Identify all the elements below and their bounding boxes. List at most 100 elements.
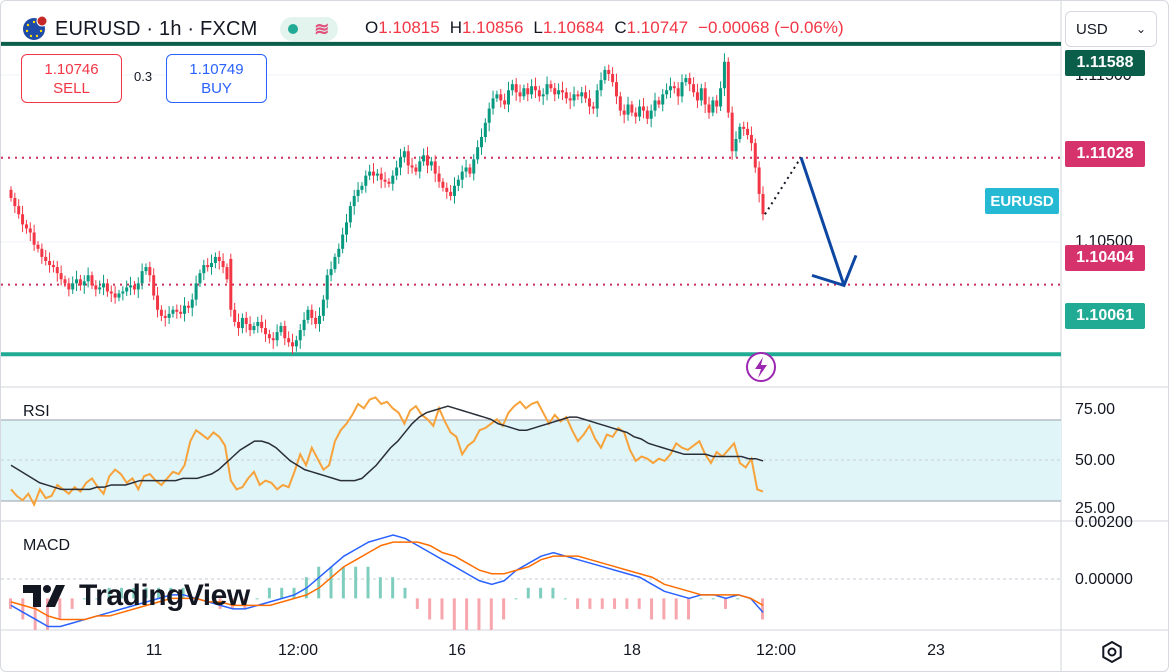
- macd-histogram-bar: [366, 566, 370, 599]
- candle: [414, 167, 418, 172]
- macd-histogram-bar: [711, 598, 715, 600]
- candle: [55, 267, 59, 274]
- candle: [275, 332, 279, 341]
- candle: [568, 98, 572, 101]
- macd-histogram-bar: [206, 598, 210, 600]
- macd-histogram-bar: [440, 598, 444, 620]
- macd-histogram-bar: [576, 598, 580, 609]
- market-status-icon[interactable]: ≋: [279, 17, 338, 41]
- macd-histogram-bar: [391, 577, 395, 599]
- macd-histogram-bar: [761, 598, 764, 620]
- candle: [337, 248, 341, 257]
- candle: [672, 86, 676, 89]
- macd-histogram-bar: [637, 598, 641, 609]
- macd-histogram-bar: [45, 598, 49, 630]
- candle: [545, 84, 549, 95]
- candle: [71, 283, 75, 290]
- candle: [132, 285, 136, 290]
- candle: [730, 112, 734, 152]
- macd-histogram-bar: [662, 598, 666, 620]
- y-tick-label: 25.00: [1075, 500, 1116, 517]
- buy-button[interactable]: 1.10749 BUY: [166, 54, 267, 103]
- candle: [59, 273, 63, 280]
- brand-text: TradingView: [79, 579, 250, 612]
- candle: [248, 323, 252, 331]
- lightning-icon[interactable]: [746, 352, 776, 382]
- candle: [576, 94, 580, 97]
- macd-histogram-bar: [156, 587, 160, 599]
- candle: [425, 155, 429, 166]
- candle: [398, 157, 402, 168]
- candle: [156, 295, 160, 310]
- candle: [318, 315, 322, 324]
- macd-histogram-bar: [255, 598, 259, 600]
- price-tag-resistance: 1.11588: [1065, 50, 1145, 76]
- candle: [641, 106, 645, 111]
- candle: [499, 94, 503, 101]
- macd-histogram-bar: [107, 587, 111, 599]
- candle: [40, 248, 44, 257]
- candle: [518, 92, 522, 97]
- candle: [572, 94, 576, 101]
- candle: [711, 100, 715, 113]
- symbol-title[interactable]: EURUSD · 1h · FXCM: [55, 17, 258, 40]
- candle: [622, 110, 626, 115]
- macd-histogram-bar: [181, 587, 185, 599]
- projection-arrow-shaft: [799, 156, 846, 286]
- candle: [352, 195, 356, 207]
- high-key: H: [449, 18, 462, 37]
- candle: [460, 171, 464, 180]
- x-tick-label: 12:00: [277, 642, 319, 659]
- macd-histogram-bar: [502, 598, 506, 620]
- candle: [144, 267, 148, 272]
- macd-histogram-bar: [230, 598, 234, 609]
- rsi-label[interactable]: RSI: [23, 403, 50, 420]
- candle: [645, 110, 649, 119]
- candle: [375, 173, 379, 176]
- candle: [522, 88, 526, 97]
- candle: [109, 291, 113, 294]
- candle: [472, 159, 476, 174]
- candle: [314, 317, 318, 324]
- rsi-ma-line: [10, 405, 764, 491]
- candle: [240, 317, 244, 329]
- macd-histogram-bar: [280, 587, 284, 599]
- macd-histogram-bar: [58, 598, 62, 620]
- sell-button[interactable]: 1.10746 SELL: [21, 54, 122, 103]
- candle: [699, 88, 703, 101]
- macd-histogram-bar: [736, 598, 740, 600]
- candle: [618, 96, 622, 111]
- currency-select[interactable]: USD ⌄: [1065, 11, 1157, 47]
- macd-histogram-bar: [21, 598, 25, 620]
- candle: [491, 98, 495, 109]
- candle: [395, 167, 399, 176]
- candle: [630, 104, 634, 113]
- macd-histogram-bar: [341, 566, 345, 599]
- candle: [703, 88, 707, 105]
- candle: [260, 321, 264, 329]
- macd-histogram-bar: [354, 566, 358, 599]
- macd-histogram-bar: [699, 598, 703, 600]
- settings-icon[interactable]: [1102, 640, 1122, 664]
- macd-histogram-bar: [243, 598, 247, 609]
- candle: [514, 84, 518, 93]
- candle: [294, 340, 298, 347]
- macd-histogram-bar: [551, 587, 555, 599]
- spread-value: 0.3: [134, 69, 153, 84]
- y-tick-label: 0.00000: [1075, 571, 1133, 588]
- candle: [429, 161, 433, 166]
- macd-label[interactable]: MACD: [23, 537, 71, 554]
- price-tag-lower: 1.10404: [1065, 245, 1145, 271]
- macd-histogram-bar: [465, 598, 469, 630]
- candle: [267, 334, 271, 339]
- candle: [649, 110, 653, 119]
- y-tick-label: 0.00200: [1075, 514, 1133, 531]
- candle: [279, 326, 283, 333]
- candle: [591, 106, 595, 109]
- candle: [707, 104, 711, 113]
- candle: [611, 74, 615, 83]
- chevron-down-icon: ⌄: [1135, 22, 1146, 36]
- tradingview-logo[interactable]: TradingView: [23, 579, 250, 613]
- macd-histogram-bar: [292, 587, 296, 599]
